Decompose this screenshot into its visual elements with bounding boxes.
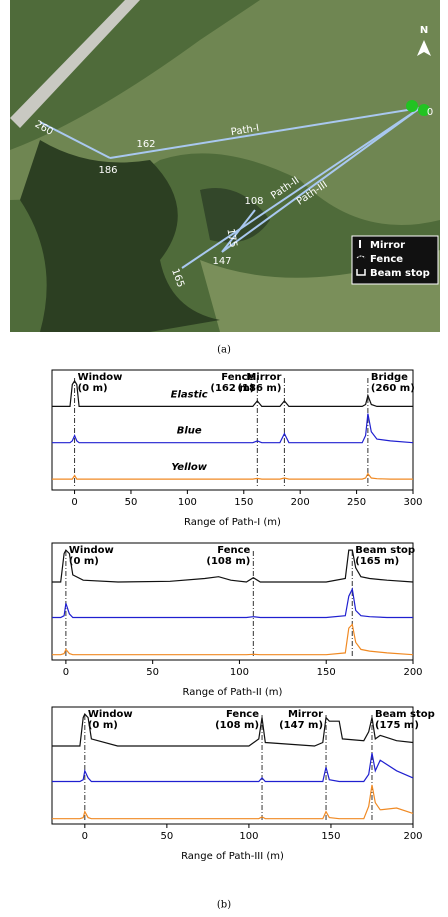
road bbox=[10, 0, 140, 128]
marker-label: (260 m) bbox=[371, 383, 415, 394]
path-label: Path-I bbox=[230, 123, 260, 138]
plot-frame bbox=[51, 369, 414, 491]
signal-trace bbox=[52, 752, 414, 783]
signal-trace bbox=[52, 587, 413, 619]
marker-label: (175 m) bbox=[375, 720, 419, 731]
x-tick-label: 150 bbox=[321, 831, 340, 842]
path-line bbox=[39, 121, 111, 159]
north-label: N bbox=[420, 25, 428, 36]
point-label: 0 bbox=[427, 107, 433, 118]
x-axis-label: Range of Path-II (m) bbox=[183, 687, 283, 698]
x-tick-label: 50 bbox=[160, 831, 173, 842]
caption: (b) bbox=[217, 900, 231, 911]
marker-label: (108 m) bbox=[215, 720, 259, 731]
marker-label: Bridge bbox=[371, 372, 408, 383]
x-tick-label: 100 bbox=[239, 831, 258, 842]
marker-label: Mirror bbox=[288, 709, 323, 720]
signal-trace bbox=[52, 379, 413, 407]
x-tick-label: 0 bbox=[71, 497, 77, 508]
point-label: 175 bbox=[224, 228, 238, 249]
marker-label: Mirror bbox=[246, 372, 281, 383]
x-tick-label: 250 bbox=[347, 497, 366, 508]
signal-trace bbox=[52, 623, 414, 656]
marker-label: (162 m) bbox=[210, 383, 254, 394]
signal-trace bbox=[52, 713, 414, 747]
x-tick-label: 300 bbox=[403, 497, 422, 508]
path-line bbox=[221, 107, 421, 253]
x-tick-label: 50 bbox=[146, 667, 159, 678]
trace-label: Elastic bbox=[171, 389, 208, 400]
x-tick-label: 200 bbox=[291, 497, 310, 508]
site-marker bbox=[418, 104, 430, 116]
marker-label: Window bbox=[78, 372, 123, 383]
x-tick-label: 150 bbox=[234, 497, 253, 508]
marker-label: Window bbox=[88, 709, 133, 720]
tree-line bbox=[20, 140, 220, 332]
path-line bbox=[109, 107, 421, 159]
legend-label: Beam stop bbox=[370, 268, 430, 279]
marker-label: (108 m) bbox=[206, 556, 250, 567]
x-tick-label: 100 bbox=[230, 667, 249, 678]
x-axis-label: Range of Path-I (m) bbox=[184, 517, 281, 528]
marker-label: Beam stop bbox=[375, 709, 435, 720]
marker-label: (0 m) bbox=[88, 720, 118, 731]
plot-frame bbox=[51, 542, 414, 661]
legend-box bbox=[351, 235, 439, 285]
plot-frame bbox=[51, 706, 414, 825]
marker-label: Window bbox=[69, 545, 114, 556]
x-tick-label: 150 bbox=[317, 667, 336, 678]
trace-label: Blue bbox=[177, 426, 202, 437]
point-label: 147 bbox=[212, 256, 231, 267]
marker-label: Fence bbox=[221, 372, 254, 383]
path-line bbox=[221, 209, 256, 253]
point-label: 108 bbox=[244, 196, 263, 207]
north-arrow bbox=[417, 40, 431, 56]
marker-label: (165 m) bbox=[355, 556, 399, 567]
legend-symbol bbox=[356, 269, 366, 276]
marker-label: (0 m) bbox=[69, 556, 99, 567]
caption: (a) bbox=[217, 345, 231, 356]
x-tick-label: 200 bbox=[403, 831, 422, 842]
signal-trace bbox=[52, 472, 413, 480]
signal-trace bbox=[52, 549, 414, 583]
marker-label: Beam stop bbox=[355, 545, 415, 556]
satellite-map bbox=[10, 0, 440, 332]
legend-symbol bbox=[356, 255, 366, 259]
site-marker bbox=[406, 100, 418, 112]
marker-label: (186 m) bbox=[237, 383, 281, 394]
signal-trace bbox=[52, 413, 414, 444]
marker-label: (0 m) bbox=[78, 383, 108, 394]
x-tick-label: 0 bbox=[82, 831, 88, 842]
marker-label: (147 m) bbox=[279, 720, 323, 731]
path-line bbox=[181, 107, 421, 269]
signal-trace bbox=[52, 784, 414, 820]
x-tick-label: 0 bbox=[63, 667, 69, 678]
x-axis-label: Range of Path-III (m) bbox=[181, 851, 284, 862]
x-tick-label: 200 bbox=[403, 667, 422, 678]
trace-label: Yellow bbox=[171, 462, 207, 473]
legend-label: Fence bbox=[370, 254, 403, 265]
legend-label: Mirror bbox=[370, 240, 405, 251]
x-tick-label: 100 bbox=[178, 497, 197, 508]
point-label: 186 bbox=[98, 165, 117, 176]
point-label: 162 bbox=[136, 139, 155, 150]
marker-label: Fence bbox=[226, 709, 259, 720]
marker-label: Fence bbox=[217, 545, 250, 556]
x-tick-label: 50 bbox=[125, 497, 138, 508]
